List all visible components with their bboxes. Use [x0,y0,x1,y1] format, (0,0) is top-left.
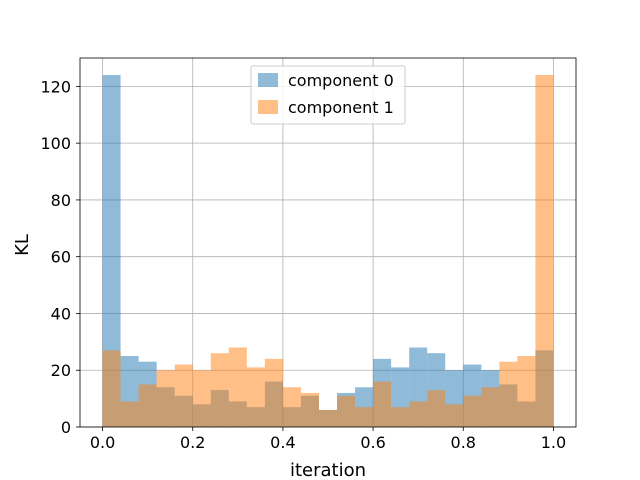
x-tick-label: 0.4 [270,433,295,452]
bar-component-0 [102,75,121,428]
bar-component-1 [102,350,121,427]
legend-label-component-0: component 0 [288,71,394,90]
bar-component-1 [517,356,536,427]
x-tick-label: 0.0 [90,433,115,452]
bar-component-1 [138,384,157,427]
y-tick-label: 100 [40,134,71,153]
y-tick-label: 20 [51,361,71,380]
x-axis-label: iteration [290,460,366,480]
legend-swatch-component-0 [258,73,278,87]
bar-component-1 [282,387,301,427]
bar-component-1 [264,358,283,427]
bar-component-1 [499,361,518,427]
bar-component-1 [246,367,265,427]
x-tick-label: 1.0 [541,433,566,452]
y-tick-label: 120 [40,77,71,96]
bar-component-1 [174,364,193,427]
x-tick-label: 0.8 [451,433,476,452]
bar-component-1 [318,409,338,427]
bar-component-1 [427,390,446,427]
bar-component-1 [300,392,319,427]
series-component-1 [102,75,554,428]
x-tick-label: 0.2 [180,433,205,452]
bar-component-1 [120,401,139,427]
legend-swatch-component-1 [258,100,278,114]
axis-ticks: 0.0 0.2 0.4 0.6 0.8 1.0 0 20 40 60 80 100 120 [40,77,566,452]
y-tick-label: 40 [51,304,71,323]
bar-component-1 [192,370,211,427]
x-tick-label: 0.6 [360,433,385,452]
bar-component-1 [337,395,356,427]
bar-component-1 [355,407,374,427]
bar-component-1 [409,401,428,427]
y-tick-label: 60 [51,248,71,267]
bar-series-group [102,75,554,428]
bar-component-1 [481,387,500,427]
plot-frame [79,57,577,428]
bar-component-1 [463,395,482,427]
legend-label-component-1: component 1 [288,98,394,117]
y-tick-label: 0 [61,418,71,437]
bar-component-1 [391,407,410,427]
y-axis-label: KL [12,234,33,256]
legend: component 0 component 1 [250,65,406,125]
bar-component-1 [156,370,175,427]
bar-component-1 [445,404,464,427]
y-tick-label: 80 [51,191,71,210]
bar-component-1 [210,353,229,427]
bar-component-1 [228,347,247,427]
legend-box [250,65,406,125]
bar-component-1 [535,75,554,428]
bar-component-1 [373,381,392,427]
